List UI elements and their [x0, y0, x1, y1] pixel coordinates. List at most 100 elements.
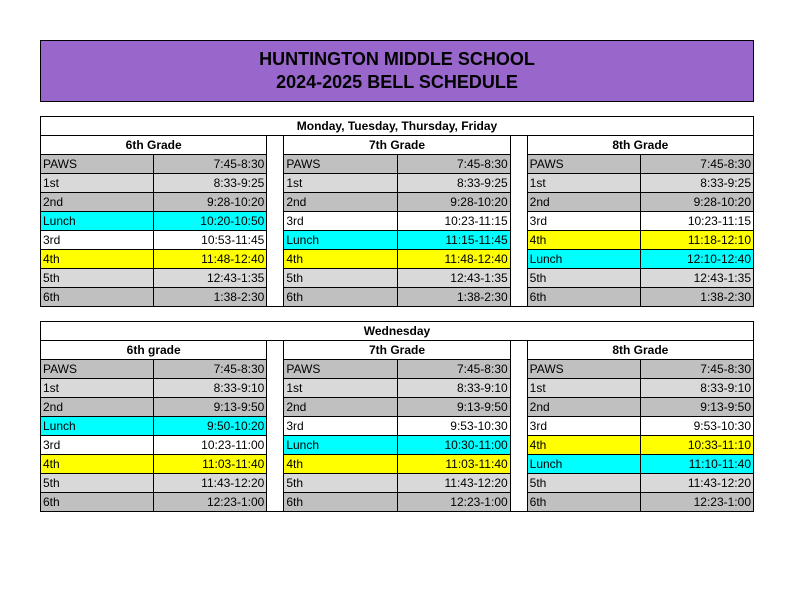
period-label: PAWS — [528, 155, 641, 173]
period-time: 10:23-11:00 — [154, 436, 266, 454]
period-row: 2nd9:13-9:50 — [41, 398, 266, 417]
period-time: 9:28-10:20 — [154, 193, 266, 211]
period-time: 9:13-9:50 — [641, 398, 753, 416]
period-row: 2nd9:28-10:20 — [284, 193, 509, 212]
period-row: 1st8:33-9:10 — [41, 379, 266, 398]
period-label: Lunch — [284, 436, 397, 454]
period-row: 1st8:33-9:25 — [528, 174, 753, 193]
period-row: 6th12:23-1:00 — [41, 493, 266, 511]
period-row: 5th12:43-1:35 — [284, 269, 509, 288]
period-time: 9:53-10:30 — [641, 417, 753, 435]
period-time: 9:53-10:30 — [398, 417, 510, 435]
schedule-document: HUNTINGTON MIDDLE SCHOOL 2024-2025 BELL … — [40, 40, 754, 512]
period-label: 4th — [41, 250, 154, 268]
period-label: PAWS — [528, 360, 641, 378]
period-time: 7:45-8:30 — [398, 155, 510, 173]
period-label: Lunch — [528, 455, 641, 473]
grade-column: 6th GradePAWS7:45-8:301st8:33-9:252nd9:2… — [41, 136, 267, 306]
period-row: 1st8:33-9:10 — [284, 379, 509, 398]
grade-column: 7th GradePAWS7:45-8:301st8:33-9:102nd9:1… — [284, 341, 510, 511]
period-label: 5th — [41, 474, 154, 492]
period-label: PAWS — [284, 155, 397, 173]
period-time: 8:33-9:25 — [154, 174, 266, 192]
day-header: Monday, Tuesday, Thursday, Friday — [41, 117, 753, 136]
period-row: 5th11:43-12:20 — [284, 474, 509, 493]
period-time: 11:48-12:40 — [154, 250, 266, 268]
period-label: 3rd — [528, 212, 641, 230]
period-time: 12:43-1:35 — [154, 269, 266, 287]
period-time: 8:33-9:10 — [154, 379, 266, 397]
grade-header: 7th Grade — [284, 341, 509, 360]
period-row: 3rd10:23-11:15 — [284, 212, 509, 231]
period-label: 5th — [528, 269, 641, 287]
period-label: PAWS — [41, 360, 154, 378]
period-row: 2nd9:13-9:50 — [528, 398, 753, 417]
period-time: 12:43-1:35 — [398, 269, 510, 287]
period-row: 1st8:33-9:10 — [528, 379, 753, 398]
period-time: 10:23-11:15 — [398, 212, 510, 230]
period-row: 6th12:23-1:00 — [528, 493, 753, 511]
period-time: 1:38-2:30 — [641, 288, 753, 306]
document-header: HUNTINGTON MIDDLE SCHOOL 2024-2025 BELL … — [40, 40, 754, 102]
period-label: 2nd — [528, 398, 641, 416]
period-time: 7:45-8:30 — [641, 360, 753, 378]
period-time: 11:43-12:20 — [154, 474, 266, 492]
period-row: PAWS7:45-8:30 — [41, 360, 266, 379]
period-time: 10:30-11:00 — [398, 436, 510, 454]
period-label: 6th — [528, 493, 641, 511]
period-label: 4th — [528, 436, 641, 454]
period-label: 1st — [41, 379, 154, 397]
grade-column: 8th GradePAWS7:45-8:301st8:33-9:102nd9:1… — [528, 341, 753, 511]
period-time: 11:03-11:40 — [154, 455, 266, 473]
period-row: PAWS7:45-8:30 — [284, 360, 509, 379]
period-row: 6th1:38-2:30 — [284, 288, 509, 306]
column-spacer — [267, 136, 284, 306]
period-time: 12:43-1:35 — [641, 269, 753, 287]
schedule-block: Wednesday6th gradePAWS7:45-8:301st8:33-9… — [40, 321, 754, 512]
grades-row: 6th GradePAWS7:45-8:301st8:33-9:252nd9:2… — [41, 136, 753, 306]
grade-column: 6th gradePAWS7:45-8:301st8:33-9:102nd9:1… — [41, 341, 267, 511]
period-row: PAWS7:45-8:30 — [528, 155, 753, 174]
period-row: Lunch10:30-11:00 — [284, 436, 509, 455]
period-label: 6th — [284, 288, 397, 306]
grade-header: 6th Grade — [41, 136, 266, 155]
period-label: 5th — [284, 474, 397, 492]
period-row: 5th12:43-1:35 — [41, 269, 266, 288]
grades-row: 6th gradePAWS7:45-8:301st8:33-9:102nd9:1… — [41, 341, 753, 511]
period-label: 1st — [528, 379, 641, 397]
period-label: 3rd — [41, 436, 154, 454]
column-spacer — [267, 341, 284, 511]
period-row: 1st8:33-9:25 — [284, 174, 509, 193]
period-row: 4th11:48-12:40 — [284, 250, 509, 269]
period-time: 7:45-8:30 — [398, 360, 510, 378]
period-label: 3rd — [284, 212, 397, 230]
period-time: 12:23-1:00 — [398, 493, 510, 511]
period-row: 2nd9:13-9:50 — [284, 398, 509, 417]
period-row: 3rd10:23-11:00 — [41, 436, 266, 455]
period-label: 4th — [284, 250, 397, 268]
day-header: Wednesday — [41, 322, 753, 341]
schedule-title: 2024-2025 BELL SCHEDULE — [41, 72, 753, 93]
school-name: HUNTINGTON MIDDLE SCHOOL — [41, 49, 753, 70]
period-row: Lunch9:50-10:20 — [41, 417, 266, 436]
period-row: 2nd9:28-10:20 — [528, 193, 753, 212]
column-spacer — [511, 136, 528, 306]
grade-header: 8th Grade — [528, 136, 753, 155]
period-label: 4th — [528, 231, 641, 249]
period-time: 9:28-10:20 — [398, 193, 510, 211]
period-label: 2nd — [41, 398, 154, 416]
period-time: 11:43-12:20 — [641, 474, 753, 492]
period-label: 5th — [41, 269, 154, 287]
period-row: Lunch10:20-10:50 — [41, 212, 266, 231]
period-time: 12:23-1:00 — [154, 493, 266, 511]
period-label: 2nd — [41, 193, 154, 211]
period-row: 4th11:18-12:10 — [528, 231, 753, 250]
period-time: 1:38-2:30 — [398, 288, 510, 306]
period-time: 11:18-12:10 — [641, 231, 753, 249]
grade-header: 8th Grade — [528, 341, 753, 360]
period-time: 10:33-11:10 — [641, 436, 753, 454]
period-label: 1st — [41, 174, 154, 192]
period-row: 4th11:03-11:40 — [41, 455, 266, 474]
period-row: PAWS7:45-8:30 — [528, 360, 753, 379]
period-label: 3rd — [528, 417, 641, 435]
